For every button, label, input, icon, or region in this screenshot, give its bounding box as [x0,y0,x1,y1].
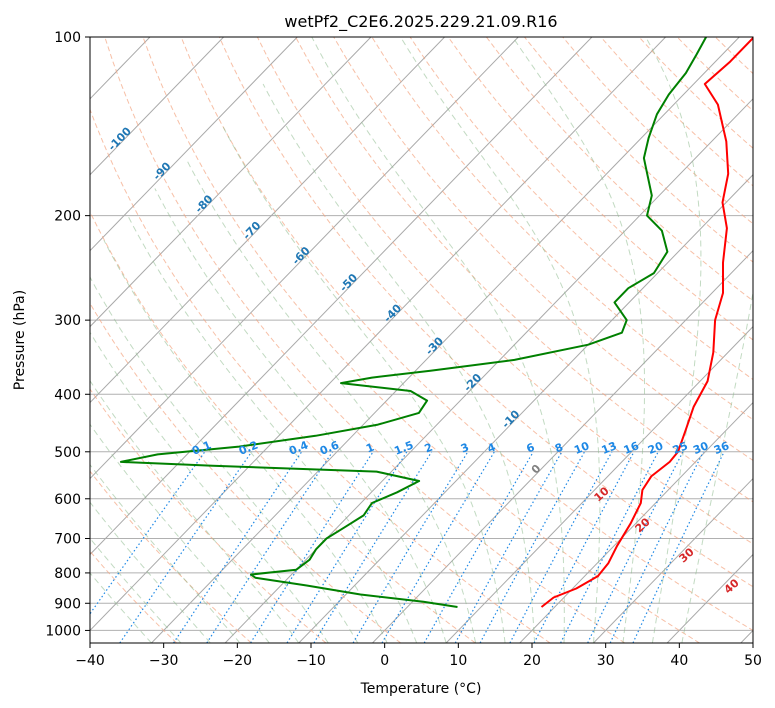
moist-adiabat-line [512,37,645,643]
y-tick-label: 500 [54,445,81,461]
moist-adiabat-line [645,37,702,643]
isotherm-line [372,249,753,643]
dry-adiabat-line [90,302,402,643]
moist-adiabat-line [127,215,418,643]
y-tick-label: 100 [54,30,81,46]
dry-adiabat-line [333,37,753,461]
mixing-ratio-line [352,451,469,643]
isotherm-line [90,37,593,556]
dry-adiabat-line [486,37,753,302]
dry-adiabat-line [218,37,753,588]
dry-adiabat-line [90,388,327,643]
isotherm-line [90,37,519,480]
x-tick-label: 30 [597,653,615,669]
dry-adiabat-line [371,37,753,421]
moist-adiabat-line [185,157,477,643]
y-tick-label: 200 [54,209,81,225]
dry-adiabat-line [104,37,626,643]
x-tick-label: 10 [449,653,467,669]
mixing-ratio-label: 2 [423,441,435,456]
dry-adiabat-line [90,550,177,643]
isotherm-line [90,37,372,328]
moist-adiabat-line [400,37,601,643]
y-tick-label: 800 [54,566,81,582]
isotherm-line [90,37,666,632]
profile-lines [119,37,753,608]
x-tick-label: 20 [523,653,541,669]
chart-title: wetPf2_C2E6.2025.229.21.09.R16 [284,12,557,32]
dry-adiabat-line [142,37,700,643]
mixing-ratio-label: 3 [459,441,471,456]
mixing-ratio-label: 30 [691,439,710,457]
mixing-ratio-line [479,451,586,643]
mixing-ratio-label: 25 [671,439,690,457]
x-tick-label: −40 [75,653,105,669]
mixing-ratio-line [587,451,684,643]
temperature-profile-line [540,37,753,608]
y-tick-label: 700 [54,532,81,548]
x-tick-label: 40 [670,653,688,669]
x-tick-label: −10 [296,653,326,669]
dry-adiabat-line [90,108,551,643]
moist-adiabat-line [154,188,447,643]
axis-ticks: −40 −30 −20 −10 0 10 20 30 40 50 100 200 300 400 500 60… [45,30,762,669]
mixing-ratio-label: 8 [553,441,565,456]
x-tick-label: −20 [223,653,253,669]
x-tick-label: 0 [380,653,389,669]
moist-adiabat-line [311,37,565,643]
y-tick-label: 900 [54,596,81,612]
moist-adiabat-line [90,379,300,643]
mixing-ratio-label: 20 [646,439,665,457]
mixing-ratio-line [90,451,206,615]
mixing-ratio-label: 16 [622,439,641,457]
mixing-ratio-line [250,451,374,643]
mixing-ratio-line [509,451,613,643]
isotherm-line [519,401,753,643]
mixing-ratio-line [173,451,303,643]
x-tick-label: −30 [149,653,179,669]
y-tick-label: 400 [54,387,81,403]
y-axis-label: Pressure (hPa) [12,290,28,390]
mixing-ratio-line [454,451,563,643]
isotherm-line [90,37,224,176]
background-lines [90,37,753,643]
dry-adiabat-line [256,37,753,545]
moist-adiabat-line [262,83,535,643]
dry-adiabat-line [180,37,753,631]
dry-adiabat-line [409,37,753,381]
moist-adiabat-line [90,537,182,643]
mixing-ratio-label: 36 [712,439,731,457]
y-tick-label: 1000 [45,623,81,639]
moist-adiabat-line [103,239,388,643]
moist-adiabat-line [90,276,359,643]
isotherm-line [90,37,445,404]
mixing-ratio-line [119,451,253,643]
moist-adiabat-line [90,463,241,643]
mixing-ratio-line [206,451,333,643]
moist-adiabat-line [681,289,753,643]
isotherm-line [445,325,753,643]
y-tick-label: 600 [54,492,81,508]
mixing-ratio-label: 13 [600,439,619,457]
isotherm-line [151,37,740,643]
moist-adiabat-line [221,123,506,643]
y-tick-label: 300 [54,313,81,329]
moist-adiabat-line [90,501,211,643]
dry-adiabat-line [295,37,753,503]
mixing-ratio-line [286,451,408,643]
mixing-ratio-label: 10 [572,439,591,457]
mixing-ratio-line [609,451,704,643]
mixing-ratio-label: 1 [364,441,376,456]
dry-adiabat-line [90,210,476,643]
isotherm-line [90,37,298,252]
dewpoint-profile-line [119,37,707,608]
moist-adiabat-line [90,423,270,643]
mixing-ratio-line [313,451,433,643]
isotherm-line [593,477,753,643]
x-axis-label: Temperature (°C) [360,681,482,697]
plot-frame [89,36,754,644]
x-tick-label: 50 [744,653,762,669]
moist-adiabat-line [90,331,329,643]
